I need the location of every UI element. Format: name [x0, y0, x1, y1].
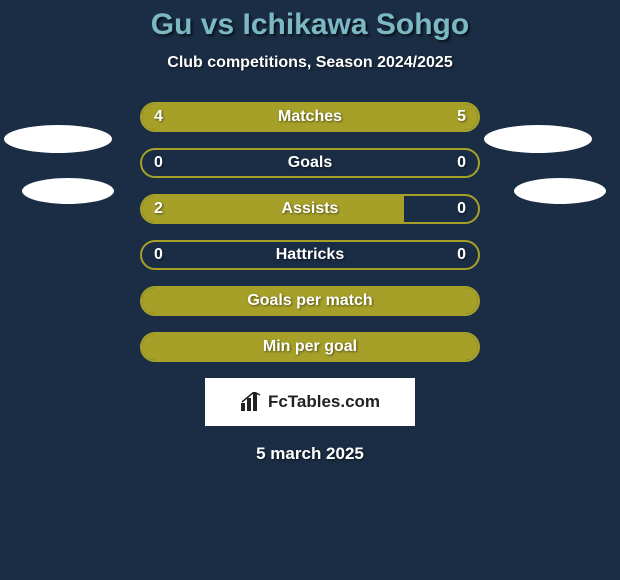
player-ellipse — [4, 125, 112, 153]
stat-value-left: 0 — [154, 154, 163, 172]
stat-row: Assists2 0 — [140, 194, 480, 224]
logo-text: FcTables.com — [268, 392, 380, 412]
subtitle: Club competitions, Season 2024/2025 — [0, 54, 620, 72]
fctables-logo: FcTables.com — [205, 378, 415, 426]
stat-value-right: 0 — [457, 246, 466, 264]
date-text: 5 march 2025 — [0, 444, 620, 464]
comparison-stage: Matches45Goals00Assists20Hattricks00Goal… — [0, 102, 620, 464]
stat-row: Matches4 5 — [140, 102, 480, 132]
stat-label: Goals per match — [142, 292, 478, 310]
stat-label: Matches — [142, 108, 478, 126]
stat-value-right: 0 — [457, 154, 466, 172]
stat-label: Hattricks — [142, 246, 478, 264]
stat-value-left: 4 — [154, 108, 163, 126]
stat-label: Assists — [142, 200, 478, 218]
bar-chart-icon — [240, 392, 262, 412]
stat-value-right: 0 — [457, 200, 466, 218]
stat-value-right: 5 — [457, 108, 466, 126]
stat-label: Goals — [142, 154, 478, 172]
stat-row: Hattricks0 0 — [140, 240, 480, 270]
player-ellipse — [484, 125, 592, 153]
stat-row: Min per goal — [140, 332, 480, 362]
stat-row: Goals per match — [140, 286, 480, 316]
stat-label: Min per goal — [142, 338, 478, 356]
stat-value-left: 0 — [154, 246, 163, 264]
stat-value-left: 2 — [154, 200, 163, 218]
player-ellipse — [22, 178, 114, 204]
player-ellipse — [514, 178, 606, 204]
stat-row: Goals0 0 — [140, 148, 480, 178]
page-title: Gu vs Ichikawa Sohgo — [0, 0, 620, 42]
